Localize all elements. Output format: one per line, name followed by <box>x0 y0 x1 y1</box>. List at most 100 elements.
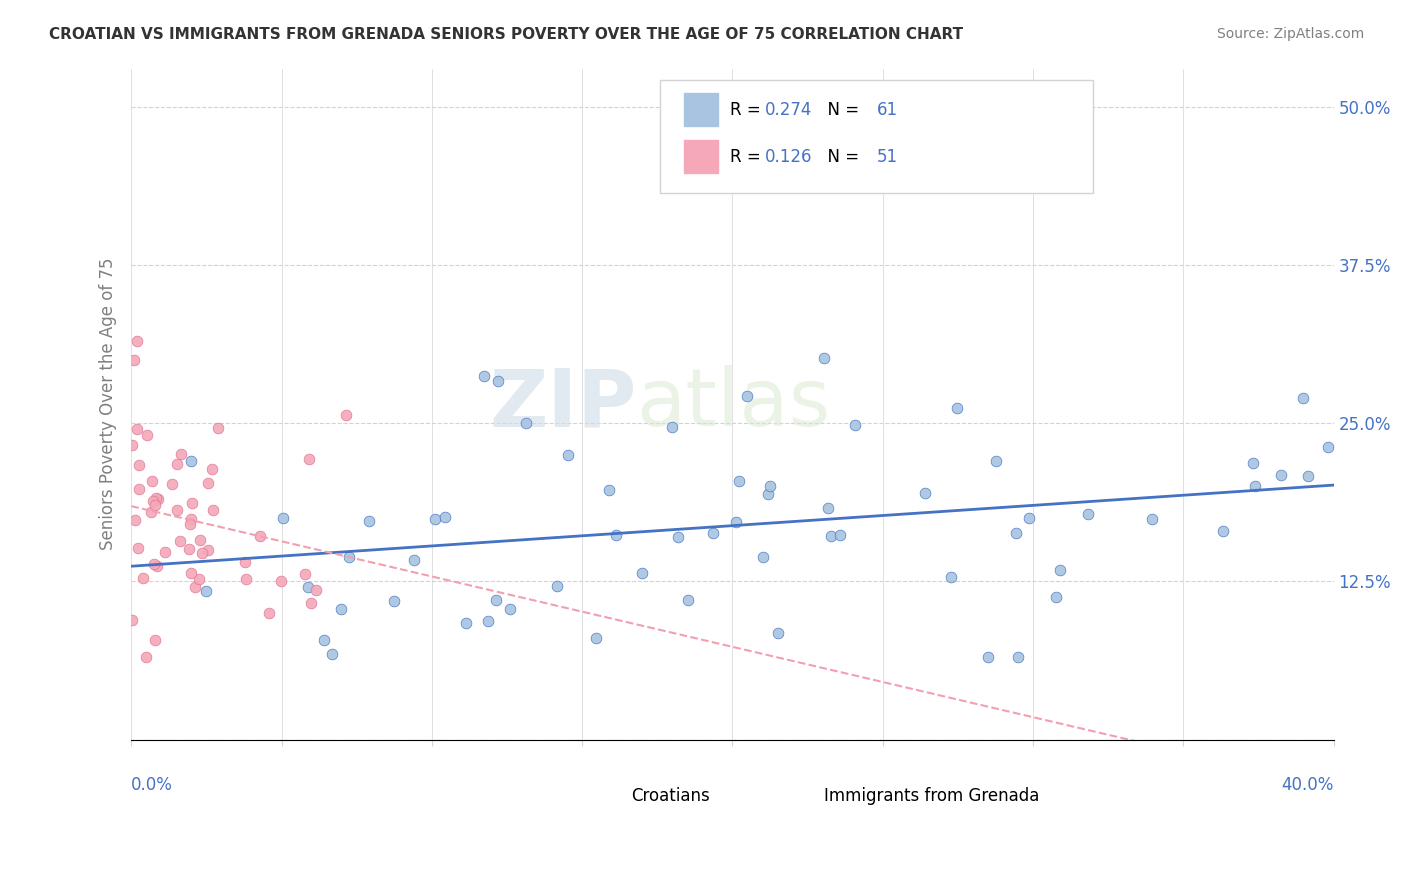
Point <box>820 529 842 543</box>
Point <box>180 566 202 581</box>
Point <box>166 503 188 517</box>
Point <box>271 511 294 525</box>
Point <box>702 526 724 541</box>
Bar <box>685 94 718 126</box>
Point <box>298 452 321 467</box>
Point <box>1049 563 1071 577</box>
Point <box>314 632 336 647</box>
Text: 0.274: 0.274 <box>765 101 813 119</box>
Bar <box>786 771 817 797</box>
Point <box>661 420 683 434</box>
Point <box>425 511 447 525</box>
Point <box>181 496 204 510</box>
Point <box>1005 526 1028 541</box>
Point <box>179 516 201 531</box>
Point <box>195 583 218 598</box>
Point <box>297 580 319 594</box>
Bar <box>595 771 624 797</box>
Point <box>142 494 165 508</box>
Text: CROATIAN VS IMMIGRANTS FROM GRENADA SENIORS POVERTY OVER THE AGE OF 75 CORRELATI: CROATIAN VS IMMIGRANTS FROM GRENADA SENI… <box>49 27 963 42</box>
Point <box>404 553 426 567</box>
Point <box>756 487 779 501</box>
Point <box>1241 456 1264 470</box>
Text: N =: N = <box>817 148 863 166</box>
Point <box>180 454 202 468</box>
Point <box>188 572 211 586</box>
Point <box>146 559 169 574</box>
Point <box>128 482 150 496</box>
Point <box>145 491 167 505</box>
Point <box>131 571 153 585</box>
Point <box>135 428 157 442</box>
Point <box>155 545 177 559</box>
Point <box>233 555 256 569</box>
Point <box>1140 512 1163 526</box>
Point <box>1292 391 1315 405</box>
Point <box>160 476 183 491</box>
Point <box>984 454 1007 468</box>
Point <box>169 533 191 548</box>
Point <box>249 529 271 543</box>
Point <box>197 542 219 557</box>
Point <box>201 462 224 476</box>
Point <box>488 375 510 389</box>
Point <box>121 438 143 452</box>
Point <box>676 593 699 607</box>
Point <box>472 369 495 384</box>
Text: 61: 61 <box>877 101 898 119</box>
Point <box>121 613 143 627</box>
Point <box>946 401 969 415</box>
Text: 0.0%: 0.0% <box>131 776 173 795</box>
Point <box>184 580 207 594</box>
Point <box>127 422 149 436</box>
Text: Croatians: Croatians <box>631 787 710 805</box>
Point <box>631 566 654 580</box>
Point <box>299 596 322 610</box>
Text: 0.126: 0.126 <box>765 148 813 166</box>
Point <box>337 549 360 564</box>
Text: 51: 51 <box>877 148 898 166</box>
Point <box>598 483 620 497</box>
Point <box>828 528 851 542</box>
Point <box>813 351 835 365</box>
Point <box>141 474 163 488</box>
Point <box>605 527 627 541</box>
Point <box>499 602 522 616</box>
Point <box>270 574 292 589</box>
Text: R =: R = <box>730 148 766 166</box>
Point <box>122 352 145 367</box>
Point <box>1212 524 1234 538</box>
Point <box>180 511 202 525</box>
Text: ZIP: ZIP <box>489 365 636 443</box>
Point <box>454 615 477 630</box>
Point <box>728 475 751 489</box>
Point <box>914 486 936 500</box>
Point <box>666 529 689 543</box>
Point <box>127 541 149 555</box>
Text: R =: R = <box>730 101 766 119</box>
Point <box>939 570 962 584</box>
Point <box>1018 511 1040 525</box>
Point <box>207 421 229 435</box>
Point <box>304 582 326 597</box>
Point <box>1298 469 1320 483</box>
Point <box>477 615 499 629</box>
Point <box>294 567 316 582</box>
Point <box>146 492 169 507</box>
Point <box>1077 508 1099 522</box>
Point <box>585 631 607 645</box>
Point <box>143 633 166 648</box>
Point <box>124 513 146 527</box>
Point <box>817 500 839 515</box>
Point <box>751 550 773 565</box>
Point <box>135 650 157 665</box>
Point <box>546 579 568 593</box>
Point <box>177 542 200 557</box>
Point <box>321 647 343 661</box>
Point <box>142 558 165 572</box>
Point <box>201 503 224 517</box>
Point <box>433 509 456 524</box>
Point <box>359 514 381 528</box>
Point <box>557 448 579 462</box>
Point <box>766 626 789 640</box>
